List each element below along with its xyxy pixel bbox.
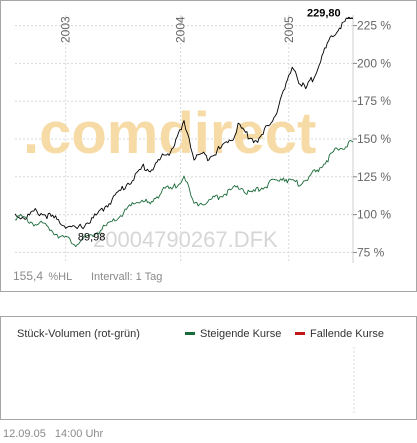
volume-chart: Stück-Volumen (rot-grün) Steigende Kurse… bbox=[17, 328, 384, 413]
watermark-brand: .comdirect bbox=[23, 101, 316, 166]
legend-label-rising: Steigende Kurse bbox=[200, 328, 281, 340]
y-tick-label: 175 % bbox=[357, 94, 391, 108]
y-tick-label: 75 % bbox=[357, 245, 385, 259]
y-tick-label: 125 % bbox=[357, 170, 391, 184]
footer-date: 12.09.05 bbox=[3, 428, 46, 440]
price-chart-panel: .comdirect 20004790267.DFK 75 % 100 % 125 … bbox=[0, 0, 417, 292]
timestamp-footer: 12.09.05 14:00 Uhr bbox=[3, 428, 103, 440]
legend-swatch-falling bbox=[295, 332, 305, 335]
footer-time: 14:00 Uhr bbox=[54, 428, 104, 440]
legend-label-falling: Fallende Kurse bbox=[310, 328, 384, 340]
series-line-1 bbox=[14, 139, 354, 248]
x-tick-label: 2003 bbox=[59, 16, 73, 43]
y-tick-label: 200 % bbox=[357, 56, 391, 70]
price-footer-interval: Intervall: 1 Tag bbox=[91, 271, 162, 283]
price-footer-unit: %HL bbox=[48, 271, 72, 283]
volume-panel: Stück-Volumen (rot-grün) Steigende Kurse… bbox=[0, 316, 417, 420]
x-tick-label: 2004 bbox=[174, 16, 188, 43]
watermark-code: 20004790267.DFK bbox=[93, 227, 278, 252]
svg-text:155,4 %HL: 155,4 %HL bbox=[13, 269, 72, 283]
y-tick-label: 150 % bbox=[357, 132, 391, 146]
last-price-label: 229,80 bbox=[307, 7, 341, 19]
y-tick-label: 225 % bbox=[357, 19, 391, 33]
x-tick-label: 2005 bbox=[282, 16, 296, 43]
price-chart: .comdirect 20004790267.DFK 75 % 100 % 125 … bbox=[13, 7, 391, 283]
low-price-label: 89,98 bbox=[78, 232, 106, 244]
price-footer-value: 155,4 bbox=[13, 269, 43, 283]
volume-title: Stück-Volumen (rot-grün) bbox=[17, 328, 140, 340]
series-line-0 bbox=[14, 16, 354, 230]
y-tick-label: 100 % bbox=[357, 208, 391, 222]
legend-swatch-rising bbox=[185, 332, 195, 335]
